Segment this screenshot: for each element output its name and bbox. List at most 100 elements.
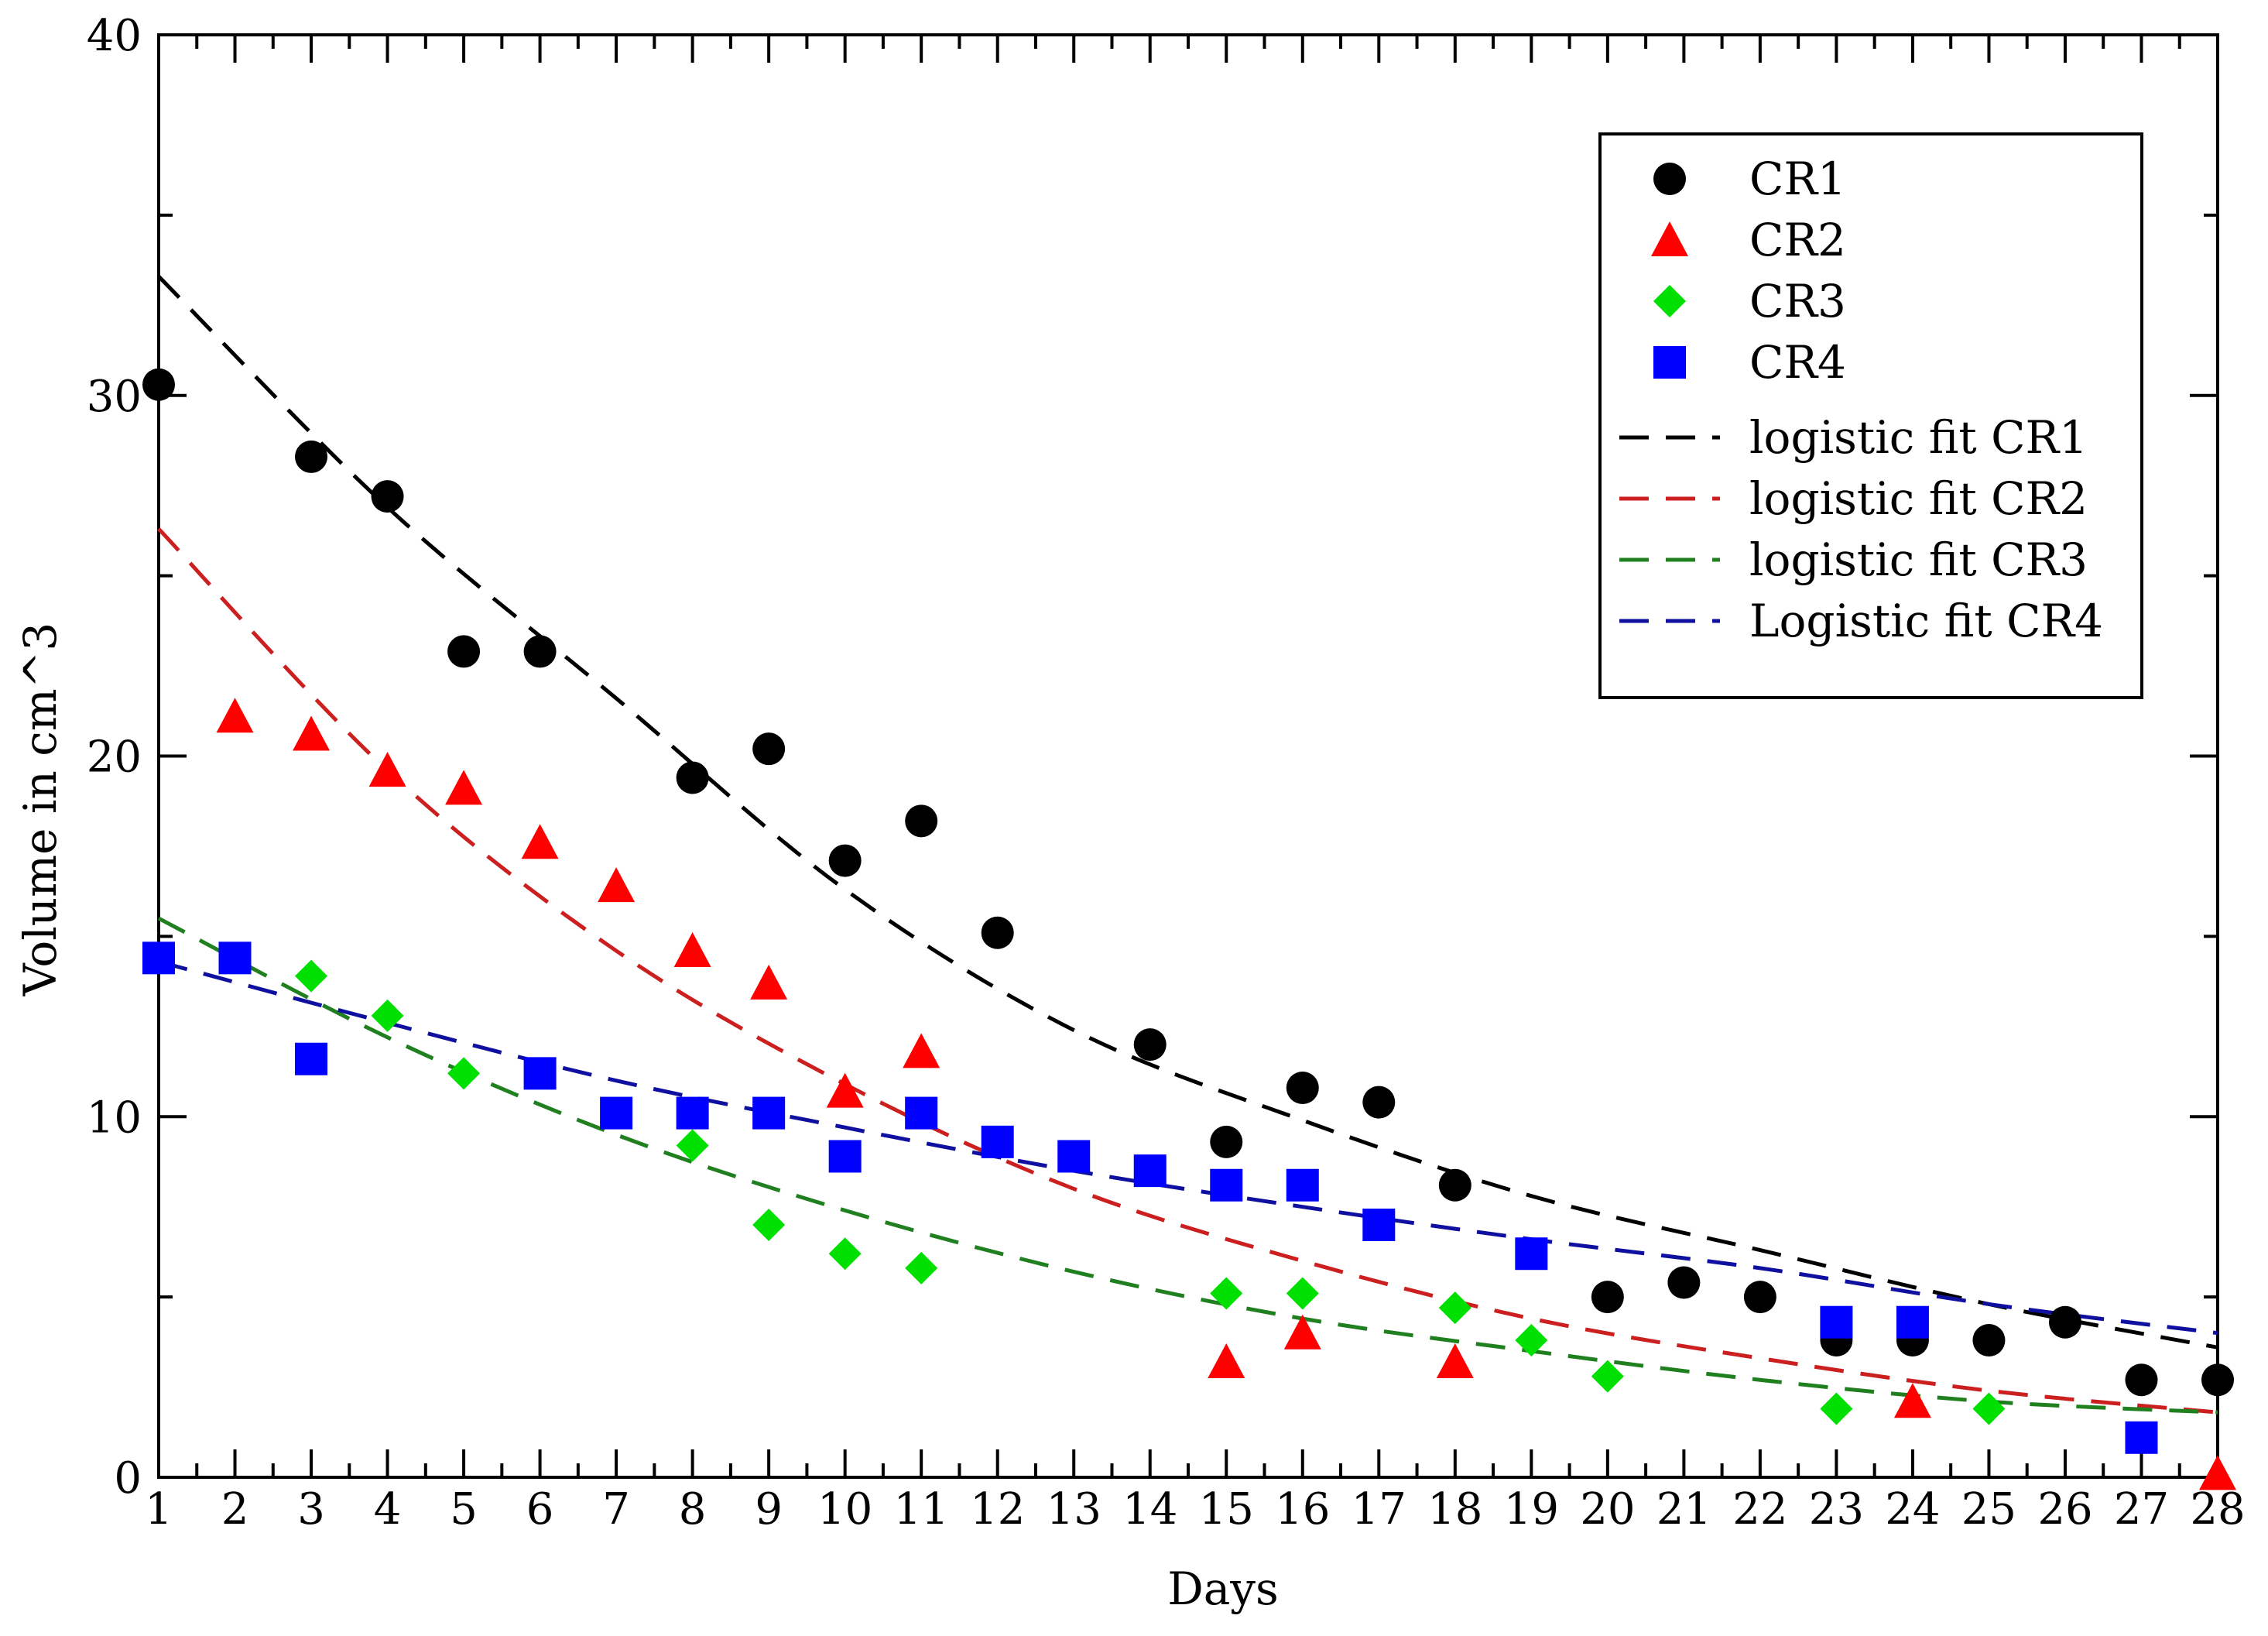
x-tick-label: 21: [1656, 1484, 1711, 1535]
x-tick-label: 2: [221, 1484, 249, 1535]
data-point-cr2: [368, 752, 406, 787]
fit-line-4: [158, 959, 2218, 1336]
x-tick-label: 5: [450, 1484, 478, 1535]
legend-label: CR4: [1749, 336, 1846, 389]
data-point-cr1: [447, 635, 481, 668]
data-point-cr3: [1515, 1324, 1548, 1357]
x-tick-label: 14: [1122, 1484, 1177, 1535]
x-tick-label: 6: [526, 1484, 554, 1535]
data-point-cr4: [2125, 1421, 2158, 1454]
data-point-cr1: [2125, 1363, 2158, 1397]
legend-marker-cr3: [1653, 285, 1686, 317]
data-point-cr1: [295, 440, 328, 473]
data-point-cr2: [598, 867, 636, 903]
data-point-cr2: [445, 770, 483, 805]
legend-marker-cr1: [1653, 163, 1686, 195]
x-tick-label: 8: [679, 1484, 707, 1535]
x-tick-label: 7: [602, 1484, 630, 1535]
y-tick-label: 10: [87, 1092, 142, 1143]
data-point-cr3: [1286, 1277, 1319, 1310]
data-point-cr4: [905, 1096, 938, 1130]
data-point-cr4: [218, 941, 252, 975]
x-tick-label: 15: [1199, 1484, 1254, 1535]
x-tick-label: 4: [374, 1484, 402, 1535]
data-point-cr4: [828, 1140, 862, 1173]
x-tick-label: 10: [817, 1484, 872, 1535]
data-point-cr2: [903, 1033, 940, 1068]
x-tick-label: 18: [1427, 1484, 1482, 1535]
legend-label: CR1: [1749, 153, 1846, 205]
data-point-cr2: [293, 715, 331, 751]
y-tick-label: 30: [87, 372, 142, 422]
data-point-cr2: [750, 964, 788, 1000]
legend-label: logistic fit CR2: [1749, 472, 2088, 525]
y-tick-label: 0: [114, 1453, 142, 1504]
y-tick-label: 40: [87, 11, 142, 61]
data-point-cr2: [826, 1072, 864, 1108]
data-point-cr1: [1972, 1324, 2006, 1357]
x-tick-label: 12: [970, 1484, 1025, 1535]
x-tick-label: 22: [1732, 1484, 1787, 1535]
data-point-cr3: [828, 1237, 862, 1271]
x-tick-label: 27: [2114, 1484, 2169, 1535]
data-point-cr4: [1057, 1140, 1091, 1173]
data-point-cr3: [1972, 1392, 2006, 1425]
data-point-cr4: [676, 1096, 709, 1130]
data-point-cr2: [216, 698, 254, 733]
data-point-cr4: [295, 1042, 328, 1075]
data-point-cr1: [1362, 1086, 1396, 1119]
data-point-cr4: [1362, 1208, 1396, 1241]
data-point-cr4: [600, 1096, 633, 1130]
data-point-cr4: [1896, 1305, 1929, 1339]
data-point-cr1: [371, 480, 404, 513]
legend-label: logistic fit CR3: [1749, 533, 2088, 586]
x-tick-label: 9: [755, 1484, 783, 1535]
data-point-cr2: [1208, 1343, 1245, 1378]
data-point-cr1: [1286, 1071, 1319, 1104]
x-tick-label: 28: [2190, 1484, 2245, 1535]
fit-line-3: [157, 916, 2218, 1415]
data-point-cr4: [1210, 1168, 1243, 1202]
data-point-cr2: [673, 932, 711, 968]
y-tick-label: 20: [87, 732, 142, 783]
x-tick-label: 25: [1961, 1484, 2016, 1535]
legend-marker-cr4: [1653, 346, 1686, 379]
x-tick-label: 11: [894, 1484, 949, 1535]
x-tick-label: 1: [145, 1484, 173, 1535]
legend-label: Logistic fit CR4: [1749, 595, 2103, 647]
data-point-cr1: [2201, 1363, 2234, 1397]
data-point-cr1: [676, 761, 709, 794]
data-point-cr2: [1436, 1343, 1474, 1378]
data-point-cr4: [1820, 1305, 1853, 1339]
legend-marker-cr2: [1651, 221, 1688, 256]
data-point-cr1: [2048, 1305, 2081, 1339]
x-tick-label: 26: [2037, 1484, 2092, 1535]
data-point-cr4: [1286, 1168, 1319, 1202]
data-point-cr4: [752, 1096, 786, 1130]
data-point-cr4: [1515, 1237, 1548, 1271]
data-point-cr2: [521, 824, 559, 859]
x-axis-label: Days: [1167, 1562, 1279, 1615]
x-tick-label: 13: [1047, 1484, 1101, 1535]
y-axis-label: Volume in cm^3: [14, 623, 67, 996]
x-tick-label: 20: [1580, 1484, 1635, 1535]
data-point-cr3: [295, 959, 328, 993]
data-point-cr2: [2199, 1455, 2236, 1490]
data-point-cr1: [752, 732, 786, 766]
data-point-cr3: [1591, 1360, 1624, 1393]
data-point-cr3: [676, 1129, 709, 1162]
x-tick-label: 23: [1809, 1484, 1864, 1535]
data-point-cr3: [1210, 1277, 1243, 1310]
x-tick-label: 19: [1504, 1484, 1559, 1535]
data-point-cr1: [1210, 1125, 1243, 1158]
data-point-cr1: [523, 635, 557, 668]
data-point-cr1: [1438, 1168, 1471, 1202]
data-point-cr3: [371, 999, 404, 1032]
legend-label: logistic fit CR1: [1749, 411, 2088, 464]
data-point-cr4: [523, 1057, 557, 1090]
data-point-cr3: [905, 1251, 938, 1284]
x-tick-label: 17: [1352, 1484, 1406, 1535]
data-point-cr2: [1893, 1383, 1931, 1418]
data-point-cr1: [142, 368, 175, 401]
